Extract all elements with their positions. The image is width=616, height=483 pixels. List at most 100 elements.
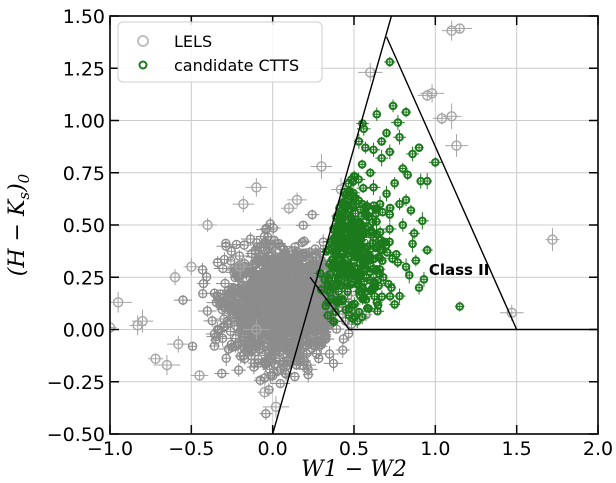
lels-point [262,396,290,418]
lels-point [545,228,560,252]
lels-point [297,236,311,247]
lels-point [307,348,326,359]
lels-point [147,353,164,365]
y-tick-label: −0.50 [47,424,105,446]
lels-point [205,329,224,339]
ctts-point [388,99,398,113]
legend-label-lels: LELS [174,32,212,51]
legend-label-ctts: candidate CTTS [174,56,299,75]
lels-point [198,218,217,232]
ctts-point [408,227,420,240]
lels-point [183,258,200,276]
lels-point [232,196,255,212]
lels-point [265,368,277,384]
ctts-point [345,252,355,261]
lels-point [289,371,300,382]
y-tick-label: 0.50 [63,215,105,237]
x-tick-label: 0.0 [258,438,288,460]
lels-point [294,237,310,248]
lels-point [220,285,237,295]
ctts-point [416,173,425,189]
y-tick-label: 0.25 [63,267,105,289]
ctts-point [354,234,364,243]
lels-point [214,368,230,379]
lels-point [357,63,383,82]
lels-point [198,305,217,317]
data-points [110,20,560,420]
lels-point [310,154,333,179]
ctts-point [400,107,412,118]
boundary-line [385,36,518,330]
x-tick-label: 1.5 [502,438,532,460]
y-tick-label: −0.25 [47,372,105,394]
lels-point [335,342,350,358]
lels-point [226,245,237,258]
lels-point [216,241,236,251]
lels-point [190,370,209,381]
y-tick-label: 1.25 [63,58,105,80]
ctts-point [340,230,350,239]
lels-point [257,385,272,399]
lels-point [302,366,314,383]
ctts-point [384,56,396,68]
ctts-point [406,204,416,216]
lels-point [230,250,249,262]
ctts-point [398,218,408,232]
ctts-point [389,299,401,310]
ctts-point [390,176,400,190]
lels-point [338,333,349,345]
lels-point [445,134,468,157]
lels-point [295,220,311,231]
ctts-point [411,254,421,267]
lels-point [203,315,221,327]
ctts-point [415,212,429,230]
lels-point [254,272,266,283]
ctts-point [385,290,395,302]
ctts-point [382,128,391,138]
ctts-point [382,185,391,202]
lels-point [231,363,247,377]
x-tick-label: 2.0 [583,438,613,460]
x-tick-label: −0.5 [168,438,214,460]
y-tick-label: 1.00 [63,111,105,133]
ctts-point [376,136,387,146]
ctts-point [455,301,465,312]
x-axis-label: W1 − W2 [301,457,407,482]
x-tick-label: 1.0 [420,438,450,460]
lels-point [324,355,343,372]
lels-point [441,103,462,130]
ctts-point [414,143,424,152]
y-tick-label: 0.75 [63,163,105,185]
lels-point [304,209,320,220]
lels-point [214,312,234,326]
ctts-point [357,159,367,170]
ctts-point [393,129,407,145]
lels-point [208,341,220,351]
legend: LELS candidate CTTS [117,21,323,83]
y-axis-label: (H − Ks)0 [5,173,33,276]
ctts-point [408,235,417,253]
ctts-point [341,305,350,315]
y-tick-label: 1.50 [63,6,105,28]
ctts-point [372,107,382,121]
lels-point [110,292,132,313]
lels-point [417,89,437,102]
ctts-point [364,167,376,178]
lels-point [129,315,147,336]
lels-point [259,407,273,420]
y-tick-label: 0.00 [63,320,105,342]
lels-point [282,349,292,359]
lels-point [166,335,190,353]
ctts-point [421,245,433,256]
annotations: Class II [429,261,490,279]
ctts-point [330,261,340,271]
lels-point [245,178,268,197]
lels-point [168,269,182,286]
lels-point [261,292,271,303]
lels-point [173,295,193,306]
ctts-point [361,141,370,154]
ctts-point [391,114,405,131]
ctts-point [367,142,380,157]
